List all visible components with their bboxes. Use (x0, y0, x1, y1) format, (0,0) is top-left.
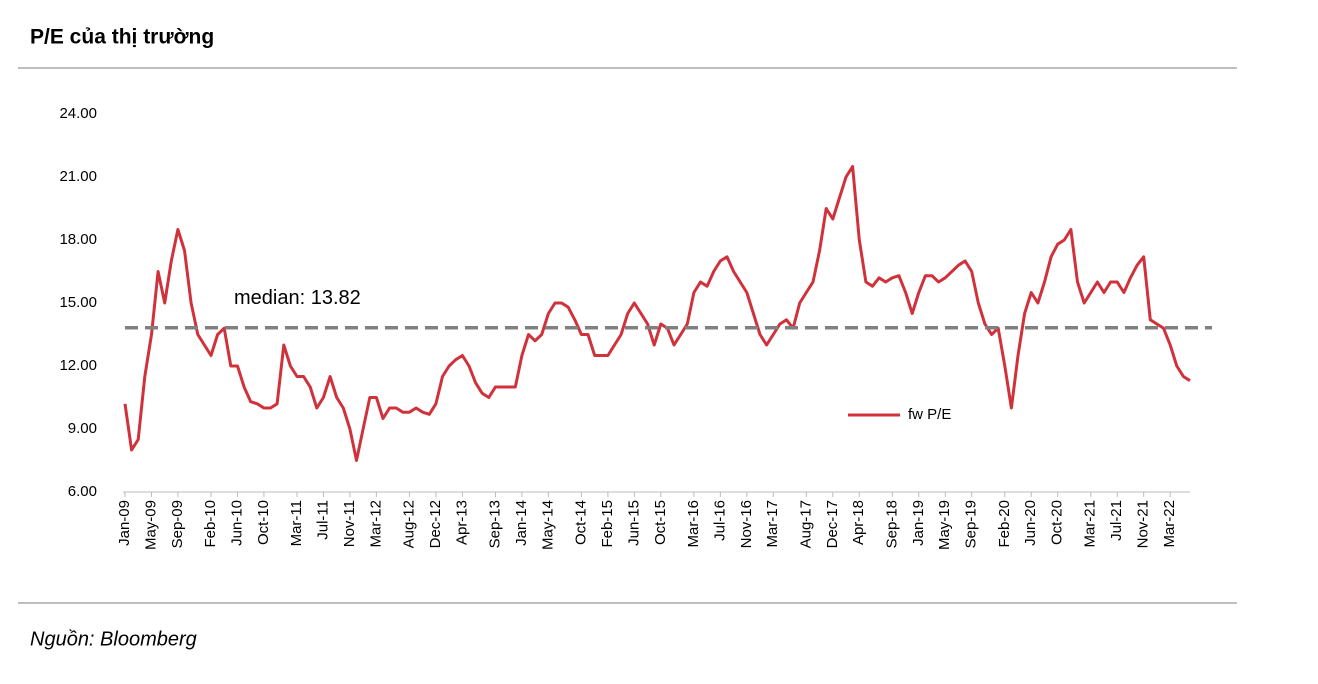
x-tick-label: Sep-09 (169, 500, 186, 548)
x-tick-label: Aug-17 (797, 500, 814, 548)
x-tick-label: Jun-10 (228, 500, 245, 546)
annotation: median: 13.82 (234, 287, 361, 309)
source: Nguồn: Bloomberg (30, 628, 197, 650)
x-tick-label: Mar-12 (367, 500, 384, 548)
x-tick-label: May-19 (936, 500, 953, 550)
x-tick-label: Dec-12 (427, 500, 444, 548)
x-tick-label: Oct-20 (1049, 500, 1066, 545)
y-tick-label: 18.00 (59, 231, 97, 248)
x-tick-label: Jun-15 (625, 500, 642, 546)
x-tick-label: Oct-14 (572, 500, 589, 545)
x-tick-label: Jul-16 (711, 500, 728, 541)
x-tick-label: Nov-16 (738, 500, 755, 548)
x-tick-label: Jan-09 (116, 500, 133, 546)
x-tick-label: Feb-20 (996, 500, 1013, 548)
y-tick-label: 21.00 (59, 168, 97, 185)
x-tick-label: Oct-15 (652, 500, 669, 545)
x-tick-label: Apr-13 (453, 500, 470, 545)
x-tick-label: Mar-11 (288, 500, 305, 546)
y-tick-label: 12.00 (59, 357, 97, 374)
x-tick-label: Mar-21 (1082, 500, 1099, 548)
x-tick-label: Aug-12 (400, 500, 417, 548)
x-tick-label: Sep-13 (486, 500, 503, 548)
x-tick-label: Dec-17 (824, 500, 841, 548)
line-series (123, 165, 1191, 462)
y-tick-label: 24.00 (59, 105, 97, 122)
y-tick-label: 9.00 (68, 420, 97, 437)
x-tick-label: May-14 (539, 500, 556, 550)
x-tick-label: Nov-11 (341, 500, 358, 547)
x-tick-label: Feb-10 (202, 500, 219, 548)
y-tick-label: 15.00 (59, 294, 97, 311)
x-tick-label: Nov-21 (1135, 500, 1152, 548)
x-tick-label: Jul-11 (314, 500, 331, 540)
x-tick-label: Sep-19 (963, 500, 980, 548)
x-tick-label: Oct-10 (255, 500, 272, 545)
x-tick-label: Sep-18 (883, 500, 900, 548)
x-tick-label: Feb-15 (599, 500, 616, 548)
x-tick-label: May-09 (142, 500, 159, 550)
x-tick-label: Jul-21 (1108, 500, 1125, 541)
x-tick-label: Mar-17 (764, 500, 781, 548)
x-tick-label: Apr-18 (850, 500, 867, 545)
legend-label: fw P/E (908, 406, 951, 423)
x-tick-label: Jan-19 (910, 500, 927, 546)
x-tick-label: Jan-14 (513, 500, 530, 546)
y-tick-label: 6.00 (68, 483, 97, 500)
x-tick-label: Jun-20 (1022, 500, 1039, 546)
x-tick-label: Mar-16 (685, 500, 702, 548)
chart-title: P/E của thị trường (30, 26, 214, 49)
x-tick-label: Mar-22 (1161, 500, 1178, 548)
